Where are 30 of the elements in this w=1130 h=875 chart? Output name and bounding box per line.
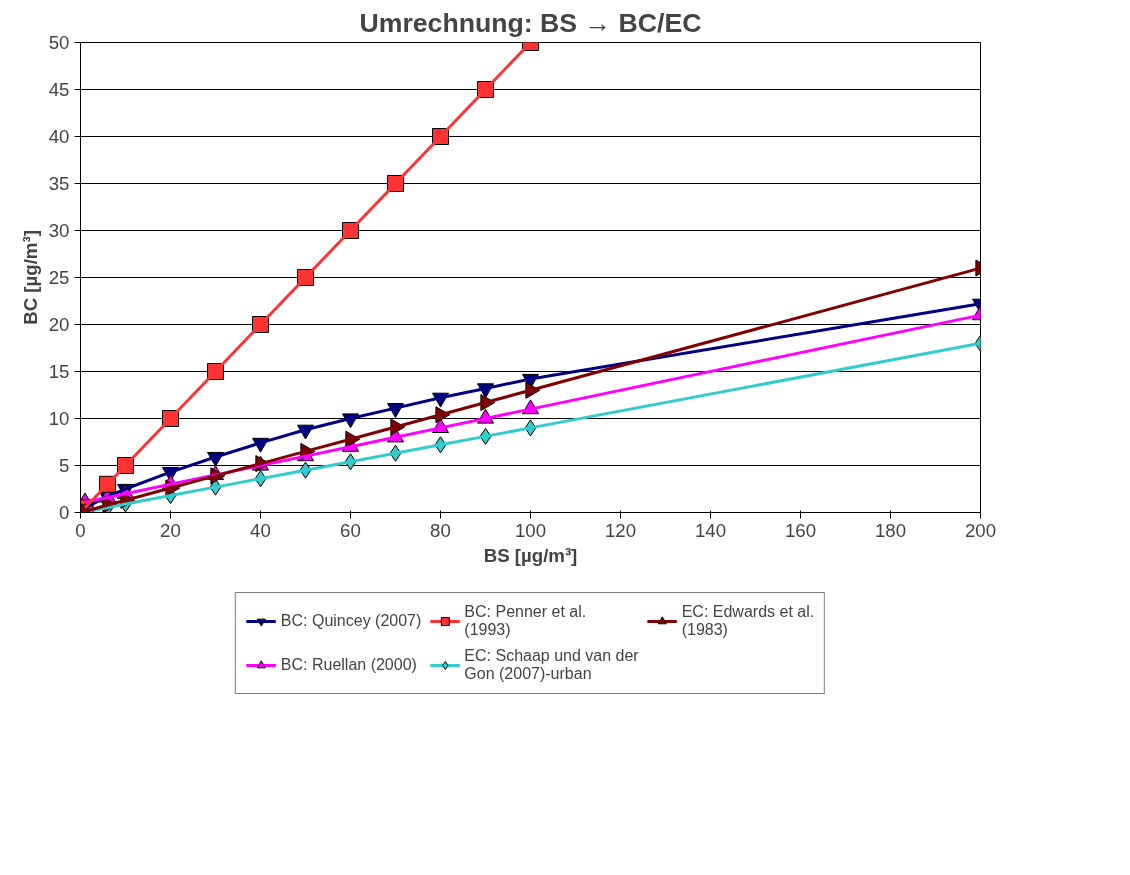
- x-tick-label: 100: [514, 519, 547, 541]
- y-tick-label: 10: [48, 408, 70, 429]
- x-tick-label: 160: [784, 519, 817, 541]
- x-tick-label: 0: [75, 519, 86, 541]
- y-tick-label: 35: [48, 173, 70, 194]
- y-tick-label: 45: [48, 79, 70, 100]
- x-tick-label: 20: [160, 519, 181, 541]
- y-tick-label: 15: [48, 361, 70, 382]
- x-tick-label: 40: [250, 519, 271, 541]
- x-tick-label: 80: [430, 519, 451, 541]
- y-axis-title: BC [µg/m³]: [19, 230, 41, 325]
- y-tick-label: 5: [59, 455, 70, 476]
- y-tick-label: 40: [48, 126, 70, 147]
- y-tick-label: 25: [48, 267, 70, 288]
- y-tick-label: 30: [48, 220, 70, 241]
- x-tick-label: 60: [340, 519, 361, 541]
- legend-label: EC: Edwards et al. (1983): [681, 603, 815, 639]
- legend-label: BC: Ruellan (2000): [280, 656, 417, 674]
- y-tick-label: 50: [48, 32, 70, 53]
- y-tick-label: 20: [48, 314, 70, 335]
- x-tick-label: 120: [604, 519, 637, 541]
- y-tick-label: 0: [59, 502, 70, 523]
- x-tick-label: 200: [964, 519, 997, 541]
- chart-title: Umrechnung: BS → BC/EC: [359, 7, 702, 38]
- legend-label: BC: Penner et al. (1993): [464, 603, 587, 639]
- x-axis-title: BS [µg/m³]: [483, 544, 578, 566]
- legend-label: EC: Schaap und van der Gon (2007)-urban: [464, 647, 639, 683]
- x-tick-label: 180: [874, 519, 907, 541]
- x-tick-label: 140: [694, 519, 727, 541]
- legend-label: BC: Quincey (2007): [280, 612, 422, 630]
